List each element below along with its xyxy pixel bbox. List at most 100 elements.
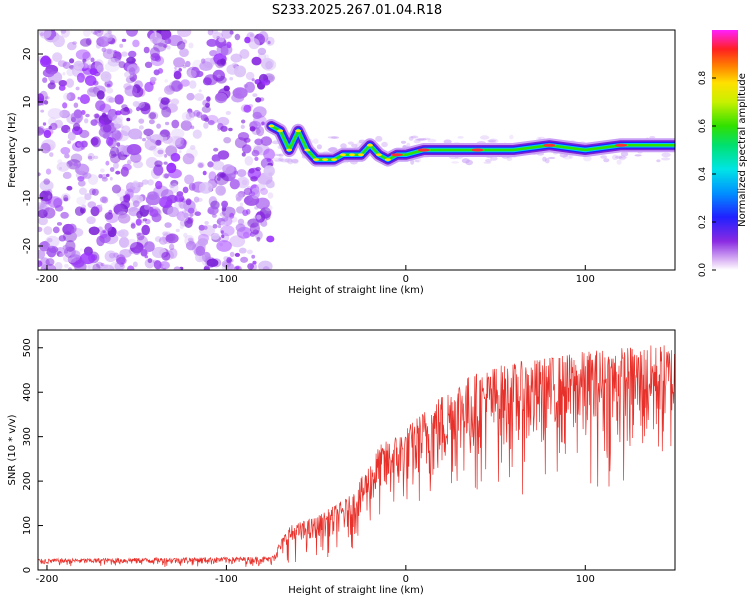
noise-blob (208, 171, 217, 182)
noise-blob (63, 197, 69, 202)
colorbar-label: Normalized spectral amplitude (737, 73, 748, 227)
noise-blob (93, 113, 100, 119)
noise-blob (77, 96, 81, 100)
noise-blob (98, 120, 105, 127)
noise-blob (130, 242, 144, 254)
noise-blob (50, 122, 58, 131)
halo-blob (406, 142, 411, 148)
noise-blob (56, 162, 70, 172)
noise-blob (60, 211, 69, 219)
noise-blob (178, 68, 182, 72)
noise-blob (104, 212, 114, 220)
noise-blob (203, 225, 208, 230)
spectrogram-x-label: Height of straight line (km) (288, 285, 424, 296)
noise-blob (217, 177, 221, 181)
noise-blob (90, 137, 99, 146)
noise-blob (106, 173, 110, 177)
noise-blob (81, 204, 87, 209)
noise-blob (47, 196, 63, 209)
noise-blob (70, 111, 84, 124)
noise-blob (132, 261, 138, 268)
noise-blob (122, 163, 132, 171)
noise-blob (244, 81, 255, 93)
noise-blob (207, 206, 219, 215)
noise-blob (38, 93, 45, 103)
noise-blob (87, 201, 97, 209)
noise-blob (174, 200, 183, 209)
noise-blob (114, 56, 122, 63)
halo-blob (312, 138, 319, 144)
noise-blob (235, 223, 246, 232)
noise-blob (52, 52, 63, 63)
noise-blob (161, 106, 172, 118)
noise-blob (79, 248, 83, 252)
noise-blob (102, 229, 106, 234)
noise-blob (198, 224, 205, 231)
noise-blob (59, 252, 64, 258)
noise-blob (153, 260, 162, 270)
noise-blob (75, 49, 90, 60)
noise-blob (132, 180, 139, 188)
noise-blob (255, 97, 262, 103)
halo-blob (291, 158, 299, 164)
noise-blob (202, 170, 207, 176)
noise-blob (91, 88, 98, 94)
noise-blob (143, 128, 154, 136)
noise-blob (108, 97, 116, 103)
noise-blob (205, 102, 210, 108)
noise-blob (97, 30, 102, 33)
snr-y-tick-label: 300 (22, 427, 33, 446)
noise-blob (154, 160, 163, 167)
noise-blob (247, 263, 255, 270)
noise-blob (249, 222, 260, 235)
noise-blob (194, 93, 205, 101)
noise-blob (253, 145, 258, 149)
noise-blob (263, 73, 275, 83)
noise-blob (206, 96, 211, 102)
noise-blob (100, 204, 103, 208)
halo-blob (616, 159, 622, 165)
noise-blob (175, 228, 180, 233)
spectrogram-y-ticks: -20 -10 0 10 20 (22, 48, 43, 254)
noise-blob (244, 156, 254, 166)
noise-blob (257, 47, 267, 56)
noise-blob (136, 210, 143, 219)
noise-blob (99, 196, 107, 203)
noise-blob (55, 205, 64, 212)
noise-blob (174, 194, 185, 203)
noise-blob (189, 145, 196, 150)
noise-blob (70, 153, 83, 163)
noise-blob (182, 186, 189, 194)
noise-blob (136, 232, 145, 241)
noise-blob (92, 263, 101, 270)
noise-blob (95, 100, 106, 111)
snr-x-label: Height of straight line (km) (288, 585, 424, 596)
snr-x-tick-label: -100 (215, 574, 238, 585)
noise-blob (126, 117, 131, 122)
noise-blob (242, 211, 247, 215)
noise-blob (113, 162, 119, 169)
noise-blob (113, 117, 123, 128)
noise-blob (106, 136, 114, 147)
noise-blob (180, 79, 190, 87)
noise-blob (261, 58, 277, 71)
signal-hotspot (384, 158, 391, 162)
noise-blob (183, 212, 189, 219)
noise-blob (114, 204, 125, 215)
noise-blob (161, 189, 174, 201)
noise-blob (88, 88, 94, 93)
noise-blob (126, 238, 137, 248)
noise-blob (93, 31, 98, 35)
noise-blob (88, 226, 100, 236)
noise-blob (63, 194, 69, 201)
noise-blob (93, 155, 99, 160)
signal-hotspot (358, 153, 364, 157)
noise-blob (234, 170, 238, 175)
noise-blob (263, 148, 275, 161)
noise-blob (248, 196, 253, 201)
halo-blob (479, 135, 490, 140)
noise-blob (66, 92, 76, 102)
noise-blob (119, 263, 124, 267)
noise-blob (153, 69, 160, 76)
snr-y-tick-label: 400 (22, 383, 33, 402)
